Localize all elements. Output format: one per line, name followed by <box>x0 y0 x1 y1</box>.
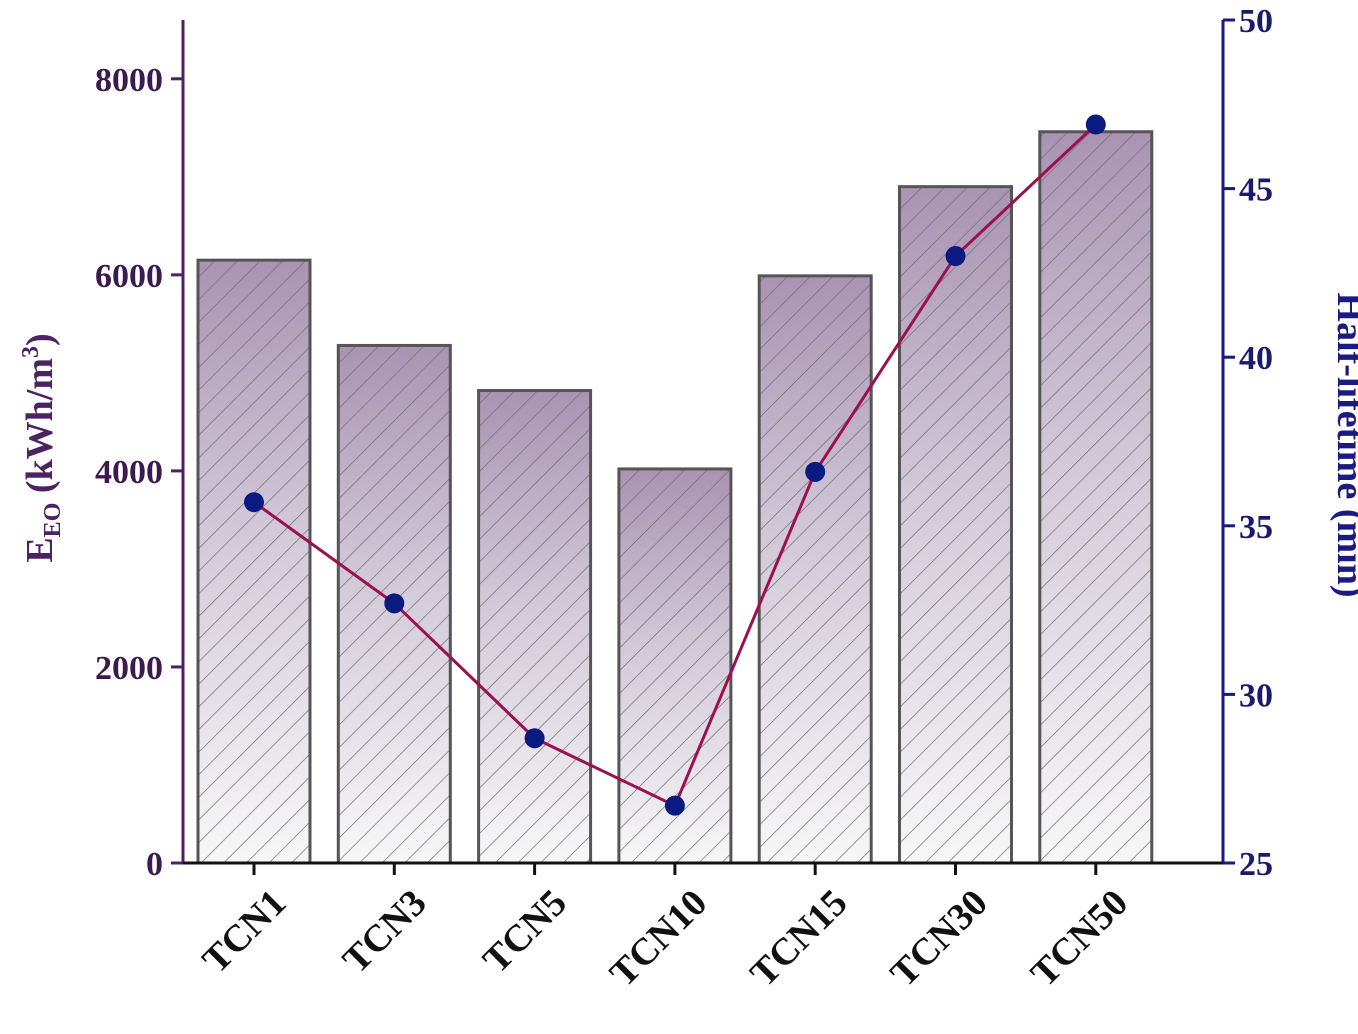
x-tick-label: TCN30 <box>883 882 996 995</box>
x-tick-label: TCN50 <box>1023 882 1136 995</box>
y-right-tick-label: 40 <box>1239 340 1273 377</box>
point-TCN50 <box>1085 114 1106 135</box>
point-TCN15 <box>805 461 826 482</box>
y-axis-left-label: EEO (kWh/m3) <box>18 333 66 562</box>
x-tick-label: TCN15 <box>742 882 855 995</box>
bar-TCN30 <box>898 185 1013 865</box>
bar-hatch <box>198 260 310 863</box>
bar-TCN1 <box>196 258 312 865</box>
bar-TCN5 <box>477 389 593 865</box>
y-left-tick-label: 4000 <box>95 454 163 491</box>
y-left-tick-label: 2000 <box>95 650 163 687</box>
point-TCN5 <box>524 728 545 749</box>
y-axis-left-label-rest: (kWh/m <box>19 358 61 503</box>
x-tick-label: TCN3 <box>335 882 435 982</box>
bar-hatch <box>478 390 591 863</box>
y-right-tick-label: 25 <box>1239 846 1273 883</box>
axes-layer <box>171 18 1235 875</box>
x-tick-label: TCN10 <box>602 882 715 995</box>
y-left-tick-label: 0 <box>146 846 163 883</box>
y-left-tick-label: 8000 <box>95 62 163 99</box>
y-axis-left-label-sub: EO <box>40 503 66 538</box>
bar-TCN15 <box>757 274 873 865</box>
left-tick-labels: 0 2000 4000 6000 8000 <box>95 62 163 883</box>
y-axis-left-label-end: ) <box>19 333 61 346</box>
right-tick-labels: 25 30 35 40 45 50 <box>1239 3 1273 883</box>
bar-TCN50 <box>1038 130 1154 865</box>
point-TCN1 <box>244 492 264 513</box>
points-layer <box>244 114 1106 816</box>
y-right-tick-label: 30 <box>1239 677 1273 714</box>
bar-hatch <box>759 275 872 863</box>
y-right-tick-label: 50 <box>1239 3 1273 40</box>
bar-TCN10 <box>617 467 733 865</box>
point-TCN10 <box>664 795 685 816</box>
point-TCN3 <box>384 593 405 614</box>
x-tick-labels: TCN1 TCN3 TCN5 TCN10 TCN15 TCN30 TCN50 <box>194 882 1136 995</box>
y-axis-left-label-main: E <box>19 537 61 562</box>
x-tick-label: TCN5 <box>475 882 575 982</box>
bar-hatch <box>899 186 1012 864</box>
y-left-tick-label: 6000 <box>95 258 163 295</box>
y-axis-left-label-sup: 3 <box>18 346 44 358</box>
bar-hatch <box>1039 131 1152 863</box>
y-right-tick-label: 35 <box>1239 509 1273 546</box>
x-tick-label: TCN1 <box>194 882 294 982</box>
y-right-tick-label: 45 <box>1239 172 1273 209</box>
point-TCN30 <box>945 246 966 267</box>
y-axis-right-label: Half-lifetime (min) <box>1329 293 1358 598</box>
bars-layer <box>196 130 1154 865</box>
